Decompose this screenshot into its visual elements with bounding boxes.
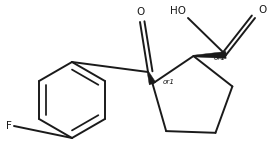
Text: HO: HO bbox=[170, 6, 186, 16]
Text: or1: or1 bbox=[163, 79, 175, 85]
Polygon shape bbox=[193, 52, 226, 59]
Text: O: O bbox=[258, 5, 266, 15]
Text: O: O bbox=[137, 7, 145, 17]
Text: F: F bbox=[6, 121, 12, 131]
Polygon shape bbox=[147, 72, 156, 85]
Text: or1: or1 bbox=[214, 55, 226, 61]
